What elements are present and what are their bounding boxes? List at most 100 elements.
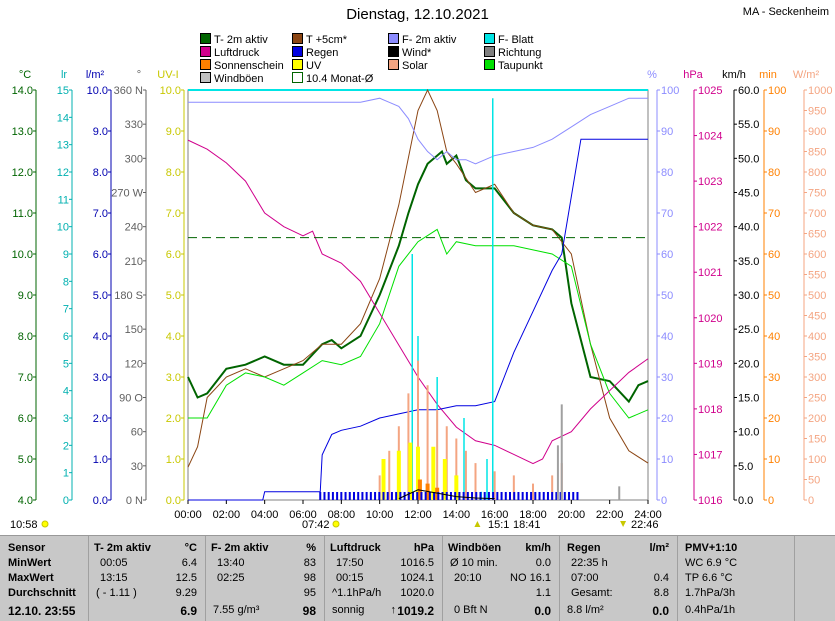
temp-max-value: 12.5	[175, 572, 197, 584]
trend-up-icon: ↑	[390, 604, 397, 616]
wind-direction-mark	[416, 492, 419, 500]
wind-direction-mark	[555, 492, 558, 500]
legend-item: T +5cm*	[292, 33, 347, 46]
wind-direction-mark	[420, 492, 423, 500]
sun-tick-label: 20	[768, 413, 780, 425]
wind-max-value: NO 16.1	[510, 572, 551, 584]
legend-swatch	[292, 72, 303, 83]
wind-direction-mark	[534, 492, 537, 500]
wind-direction-mark	[576, 492, 579, 500]
wind-direction-mark	[365, 492, 368, 500]
wind-line	[398, 489, 495, 500]
minwert-label: MinWert	[8, 557, 52, 569]
lr-tick-label: 2	[63, 440, 69, 452]
wind-direction-mark	[374, 492, 377, 500]
series-line	[187, 149, 649, 404]
sun-tick-label: 100	[768, 85, 786, 97]
wind-direction-mark	[551, 492, 554, 500]
hum-tick-label: 20	[661, 413, 673, 425]
lr-tick-label: 14	[57, 112, 69, 124]
temp-tick-label: 11.0	[12, 208, 33, 220]
solar-tick-label: 350	[808, 352, 826, 364]
wind-direction-mark	[500, 492, 503, 500]
uv-tick-label: 8.0	[166, 167, 181, 179]
wind-tick-label: 30.0	[738, 290, 759, 302]
wind-direction-mark	[412, 492, 415, 500]
wind-direction-mark	[521, 492, 524, 500]
temp-current: 6.9	[180, 604, 197, 618]
lr-tick-label: 6	[63, 331, 69, 343]
wind-direction-mark	[390, 492, 393, 500]
legend-item: Wind*	[388, 46, 431, 59]
uv-tick-label: 3.0	[166, 372, 181, 384]
rain-tick-label: 2.0	[93, 413, 108, 425]
wind-direction-mark	[517, 492, 520, 500]
station-name: MA - Seckenheim	[742, 6, 829, 18]
rain-header: Regen	[567, 542, 601, 554]
pressure-tick-label: 1024	[698, 131, 722, 143]
x-tick-label: 02:00	[213, 509, 241, 521]
wind-tick-label: 60.0	[738, 85, 759, 97]
uv-tick-label: 9.0	[166, 126, 181, 138]
wind-direction-mark	[441, 492, 444, 500]
wind-direction-mark	[382, 492, 385, 500]
solar-tick-label: 550	[808, 270, 826, 282]
solar-tick-label: 600	[808, 249, 826, 261]
legend-swatch	[200, 46, 211, 57]
hum-unit: %	[306, 542, 316, 554]
hum-header: F- 2m aktiv	[211, 542, 269, 554]
sun-time-left: 10:58	[10, 519, 38, 531]
rain-tick-label: 6.0	[93, 249, 108, 261]
hum-tick-label: 50	[661, 290, 673, 302]
dir-tick-label: 60	[131, 427, 143, 439]
wind-tick-label: 35.0	[738, 256, 759, 268]
hum-tick-label: 30	[661, 372, 673, 384]
dir-tick-label: 240	[125, 222, 143, 234]
wind-direction-mark	[319, 492, 322, 500]
col-rain: Regen l/m² 22:35 h 07:00 0.4 Gesamt: 8.8 8.…	[559, 536, 678, 621]
lr-tick-label: 3	[63, 413, 69, 425]
sensor-header: Sensor	[8, 542, 46, 554]
wind-direction-mark	[323, 492, 326, 500]
rain-total-label: Gesamt:	[571, 587, 613, 599]
rain-tick-label: 10.0	[87, 85, 108, 97]
wind-direction-mark	[357, 492, 360, 500]
hum-max-value: 98	[303, 572, 316, 584]
wind-direction-mark	[475, 492, 478, 500]
sun-tick-label: 40	[768, 331, 780, 343]
wind-unit: km/h	[525, 542, 551, 554]
wind-direction-mark	[525, 492, 528, 500]
solar-tick-label: 250	[808, 393, 826, 405]
solar-tick-label: 50	[808, 475, 820, 487]
pressure-tick-label: 1019	[698, 358, 722, 370]
dir-tick-label: 180 S	[114, 290, 143, 302]
sunrise-icon	[41, 520, 49, 528]
wind-max-time: 20:10	[454, 572, 482, 584]
x-tick-label: 04:00	[251, 509, 279, 521]
dir-tick-label: 90 O	[119, 393, 143, 405]
rain-tick-label: 8.0	[93, 167, 108, 179]
legend-swatch	[484, 33, 495, 44]
solar-tick-label: 500	[808, 290, 826, 302]
x-tick-label: 14:00	[443, 509, 471, 521]
dir-tick-label: 330	[125, 119, 143, 131]
lr-tick-label: 10	[57, 222, 69, 234]
wind-direction-mark	[504, 492, 507, 500]
lr-tick-label: 11	[58, 194, 69, 206]
temp-avg-value: 9.29	[175, 587, 197, 599]
wind-current: 0.0	[534, 604, 551, 618]
hum-tick-label: 100	[661, 85, 679, 97]
press-max-time: 00:15	[336, 572, 364, 584]
solar-tick-label: 450	[808, 311, 826, 323]
press-min-value: 1016.5	[400, 557, 434, 569]
wind-direction-mark	[487, 492, 490, 500]
wind-direction-mark	[386, 492, 389, 500]
current-datetime: 12.10. 23:55	[8, 604, 76, 618]
pmv-trend-3h: 1.7hPa/3h	[685, 587, 736, 599]
moon-time: 22:46	[631, 519, 659, 531]
temp-tick-label: 14.0	[12, 85, 33, 97]
rain-duration: 22:35 h	[571, 557, 608, 569]
weather-state: sonnig	[332, 604, 365, 616]
wind-direction-mark	[538, 492, 541, 500]
rain-max-time: 07:00	[571, 572, 599, 584]
